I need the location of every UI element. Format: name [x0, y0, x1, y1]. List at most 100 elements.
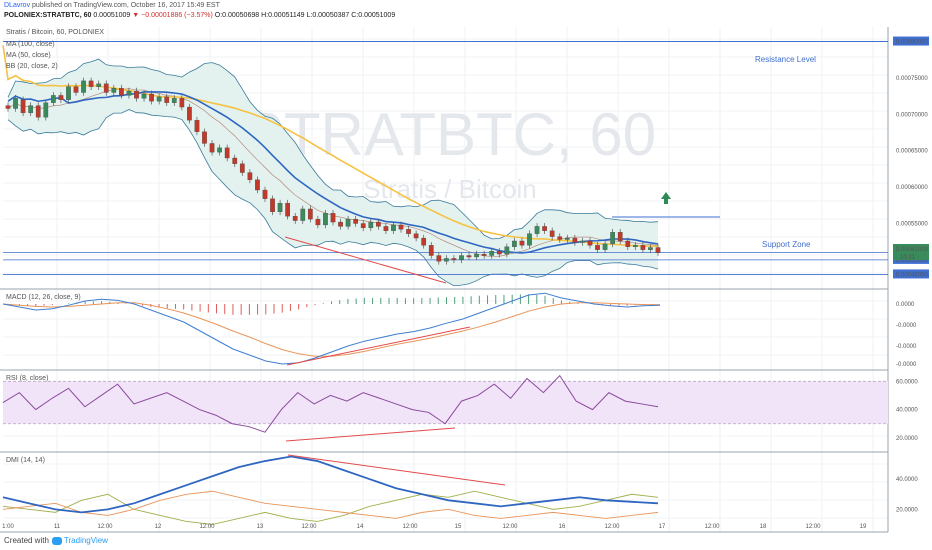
ohlc-values: O:0.00050698 H:0.00051149 L:0.00050387 C…	[214, 12, 396, 19]
symbol-line: POLONIEX:STRATBTC, 60 0.00051009 ▼ −0.00…	[4, 12, 395, 19]
candle-down	[35, 105, 41, 118]
candle-down	[587, 240, 593, 246]
axes: 0.00080000 0.00075000 0.00070000 0.00065000…	[2, 36, 929, 530]
macd-axis-label: -0.0000	[896, 323, 917, 329]
time-axis-label: 12:00	[199, 524, 215, 530]
candle-down	[179, 98, 185, 108]
time-axis-label: 19	[860, 524, 867, 530]
candle-down	[255, 179, 260, 191]
candle-up	[111, 87, 117, 93]
price-axis-label: 0.00065000	[896, 149, 928, 155]
macd-trend-line	[286, 326, 471, 366]
candle-up	[50, 95, 56, 103]
candle-up	[28, 105, 34, 114]
annotations: Resistance Level Support Zone	[755, 55, 816, 249]
candle-down	[209, 143, 215, 153]
price-change: −0.00001886 (−3.57%)	[141, 12, 213, 19]
candle-down	[88, 80, 94, 87]
ma100-line	[2, 45, 659, 247]
time-axis-label: 12	[155, 524, 162, 530]
time-axis-label: 17	[659, 524, 666, 530]
candle-up	[126, 90, 132, 96]
brand-link[interactable]: TradingView	[63, 536, 108, 545]
candle-down	[519, 240, 525, 246]
time-axis-label: 12:00	[402, 524, 418, 530]
rsi-axis-label: 20.0000	[896, 436, 918, 442]
candle-down	[451, 258, 457, 261]
candle-down	[549, 230, 555, 237]
candle-down	[285, 202, 291, 217]
candle-down	[436, 255, 442, 262]
candle-up	[323, 213, 328, 226]
legend-macd: MACD (12, 26, close, 9)	[6, 294, 81, 301]
candle-up	[217, 147, 222, 153]
candle-up	[648, 247, 653, 250]
candle-up	[43, 102, 49, 118]
bollinger-lower	[7, 109, 659, 287]
candle-down	[164, 96, 170, 103]
price-axis-tag	[893, 269, 929, 279]
price-axis-label: 0.00055000	[896, 222, 928, 228]
price-axis-tag-label: 0.00048000	[896, 272, 928, 278]
time-axis-label: 14	[357, 524, 364, 530]
candle-down	[149, 93, 154, 102]
candle-down	[224, 147, 230, 159]
time-axis-label: 12:00	[97, 524, 113, 530]
candle-down	[187, 106, 192, 121]
time-axis-label: 12:00	[301, 524, 317, 530]
candle-down	[595, 245, 600, 250]
candle-down	[73, 86, 79, 93]
candle-down	[413, 233, 419, 239]
candle-up	[444, 258, 449, 262]
time-axis-label: 12:00	[502, 524, 518, 530]
tradingview-logo-icon	[51, 536, 62, 545]
candle-up	[156, 96, 162, 102]
candle-up	[81, 80, 86, 93]
candle-down	[428, 245, 434, 256]
candle-down	[58, 95, 64, 100]
ma50-line	[7, 91, 659, 254]
footer: Created with TradingView	[4, 536, 108, 545]
candle-down	[239, 163, 245, 173]
author-link[interactable]: DLavrov	[4, 2, 31, 9]
candle-down	[119, 87, 124, 96]
candle-up	[474, 253, 479, 258]
candle-up	[610, 232, 616, 245]
candle-up	[564, 237, 570, 240]
legend-dmi: DMI (14, 14)	[6, 457, 45, 464]
candle-down	[232, 157, 238, 164]
candle-down	[5, 105, 11, 109]
candle-down	[307, 208, 313, 220]
candle-down	[202, 131, 207, 144]
time-axis-label: 18	[760, 524, 767, 530]
last-price-tag-label: 0.00051009	[896, 247, 928, 253]
time-axis-label: 12:00	[805, 524, 821, 530]
symbol-name: POLONIEX:STRATBTC, 60	[4, 12, 92, 19]
candle-down	[338, 221, 343, 227]
candle-down	[383, 226, 389, 231]
macd-line	[2, 292, 661, 365]
candle-up	[13, 98, 18, 109]
candle-up	[504, 246, 510, 255]
candle-down	[421, 237, 427, 246]
watermark-name: Stratis / Bitcoin	[363, 174, 536, 204]
dmi-minus-line	[2, 490, 659, 519]
legend-ma50: MA (50, close)	[6, 52, 51, 59]
candle-up	[580, 240, 585, 243]
candle-down	[292, 216, 298, 221]
legend-rsi: RSI (8, close)	[6, 375, 49, 382]
candle-down	[466, 255, 472, 258]
price-axis-label: 0.00070000	[896, 112, 928, 118]
price-axis-tag	[893, 36, 929, 46]
publish-text: published on TradingView.com, October 16…	[32, 2, 220, 9]
candle-down	[398, 224, 404, 230]
time-axis-label: 12:00	[604, 524, 620, 530]
rsi-line	[2, 374, 659, 433]
price-trend-line	[284, 236, 447, 284]
last-price: 0.00051009	[93, 12, 131, 19]
candle-up	[141, 93, 147, 99]
candle-down	[103, 83, 109, 93]
legend-title: Stratis / Bitcoin, 60, POLONIEX	[6, 29, 105, 36]
candle-down	[194, 120, 200, 132]
